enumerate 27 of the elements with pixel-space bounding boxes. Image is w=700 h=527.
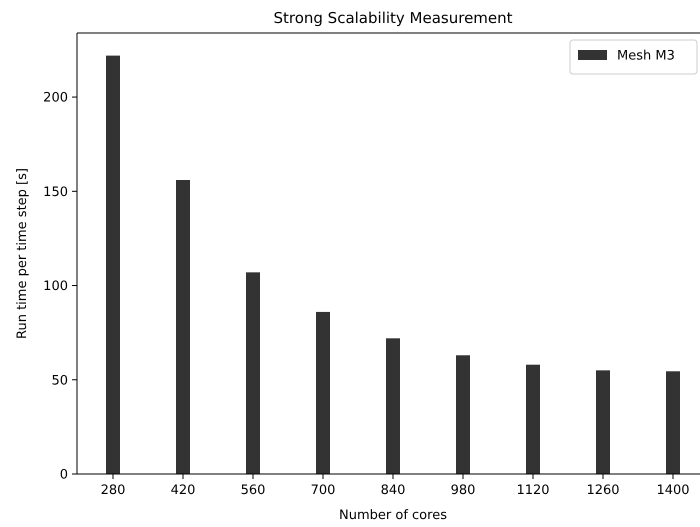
x-tick-label: 1260 [586, 483, 620, 498]
x-tick-label: 560 [240, 483, 266, 498]
x-tick-label: 420 [170, 483, 196, 498]
x-tick-label: 1400 [656, 483, 690, 498]
bar [456, 355, 470, 474]
x-axis-title: Number of cores [339, 508, 448, 523]
bar [386, 338, 400, 474]
y-tick-label: 100 [43, 279, 68, 294]
bar [106, 56, 120, 474]
y-tick-label: 200 [43, 90, 68, 106]
bar [596, 370, 610, 474]
x-tick-label: 840 [380, 483, 406, 498]
y-tick-label: 150 [43, 184, 68, 200]
y-axis-title: Run time per time step [s] [15, 168, 30, 339]
x-tick-label: 280 [100, 483, 126, 498]
chart-title: Strong Scalability Measurement [273, 9, 513, 27]
x-tick-label: 700 [310, 483, 336, 498]
y-tick-label: 0 [60, 468, 68, 483]
bar [666, 371, 680, 474]
x-tick-label: 1120 [516, 483, 550, 498]
bar [246, 272, 260, 474]
x-tick-label: 980 [450, 483, 476, 498]
legend-label: Mesh M3 [617, 48, 675, 64]
bar [526, 364, 540, 474]
bar [316, 312, 330, 474]
y-tick-label: 50 [51, 373, 68, 388]
bar [176, 180, 190, 474]
